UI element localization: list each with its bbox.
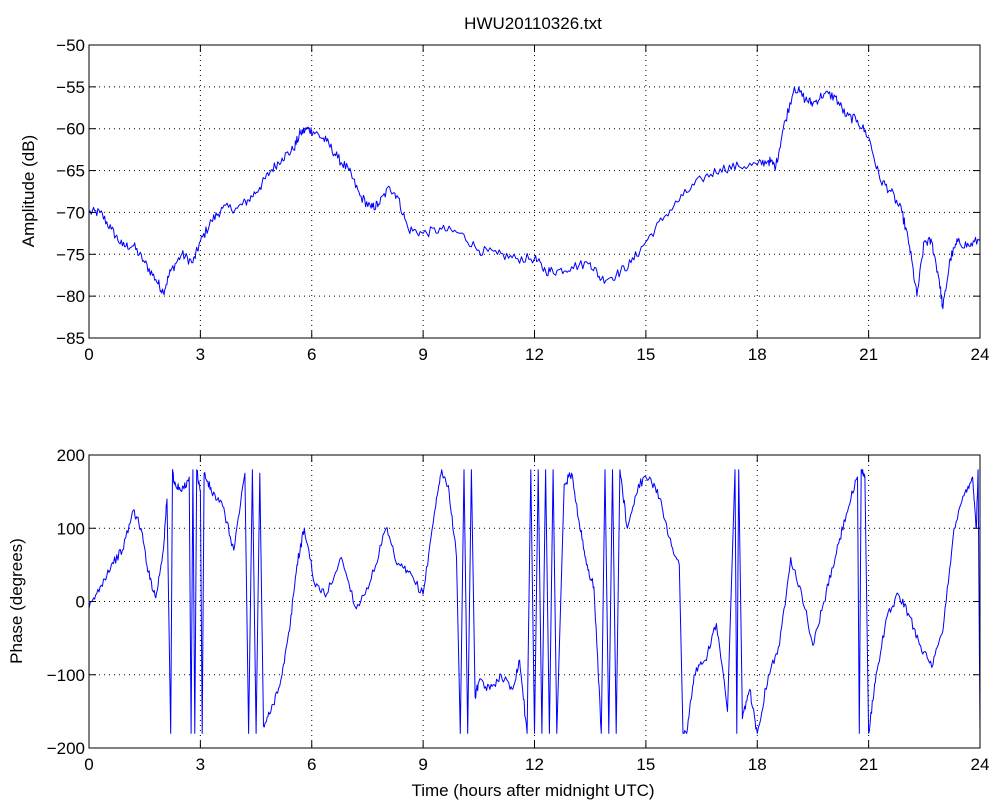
amplitude-y-tick-label: −75 — [56, 245, 85, 264]
phase-x-tick-label: 18 — [748, 755, 767, 774]
amplitude-x-tick-label: 12 — [525, 345, 544, 364]
amplitude-x-tick-label: 0 — [84, 345, 93, 364]
phase-x-tick-label: 12 — [525, 755, 544, 774]
phase-y-tick-label: 0 — [76, 593, 85, 612]
phase-x-tick-label: 0 — [84, 755, 93, 774]
phase-y-tick-label: −200 — [47, 739, 85, 758]
amplitude-x-tick-label: 24 — [971, 345, 990, 364]
phase-grid — [89, 455, 980, 748]
phase-ticks: 0 3 6 9 12 15 18 21 24 −200 −100 0 100 200 — [47, 446, 990, 774]
amplitude-x-tick-label: 21 — [859, 345, 878, 364]
phase-x-tick-label: 9 — [418, 755, 427, 774]
amplitude-y-tick-label: −85 — [56, 329, 85, 348]
phase-x-tick-label: 24 — [971, 755, 990, 774]
phase-panel: 0 3 6 9 12 15 18 21 24 −200 −100 0 100 200 Phase (deg… — [7, 446, 989, 800]
amplitude-series-line — [88, 86, 981, 310]
amplitude-y-tick-label: −60 — [56, 120, 85, 139]
amplitude-y-tick-label: −80 — [56, 287, 85, 306]
amplitude-title: HWU20110326.txt — [464, 14, 602, 33]
phase-y-tick-label: −100 — [47, 666, 85, 685]
amplitude-x-tick-label: 6 — [307, 345, 316, 364]
phase-x-tick-label: 21 — [859, 755, 878, 774]
phase-series-line — [88, 469, 981, 734]
phase-x-tick-label: 3 — [196, 755, 205, 774]
amplitude-ticks: 0 3 6 9 12 15 18 21 24 −85 −80 −75 −70 −65 −60 −55 −50 — [56, 36, 989, 364]
phase-x-tick-label: 15 — [636, 755, 655, 774]
amplitude-x-tick-label: 9 — [418, 345, 427, 364]
amplitude-y-tick-label: −55 — [56, 78, 85, 97]
phase-y-tick-label: 200 — [57, 446, 85, 465]
phase-y-tick-label: 100 — [57, 519, 85, 538]
phase-x-tick-label: 6 — [307, 755, 316, 774]
amplitude-x-tick-label: 18 — [748, 345, 767, 364]
amplitude-panel: HWU20110326.txt 0 3 6 9 12 15 18 21 24 −85 −80 −75 −… — [19, 14, 989, 364]
phase-x-axis-label: Time (hours after midnight UTC) — [411, 781, 654, 800]
amplitude-y-tick-label: −70 — [56, 203, 85, 222]
amplitude-x-tick-label: 3 — [196, 345, 205, 364]
amplitude-x-tick-label: 15 — [636, 345, 655, 364]
amplitude-y-axis-label: Amplitude (dB) — [19, 135, 38, 247]
amplitude-grid — [89, 45, 980, 338]
phase-y-axis-label: Phase (degrees) — [7, 538, 26, 664]
amplitude-y-tick-label: −65 — [56, 162, 85, 181]
amplitude-y-tick-label: −50 — [56, 36, 85, 55]
